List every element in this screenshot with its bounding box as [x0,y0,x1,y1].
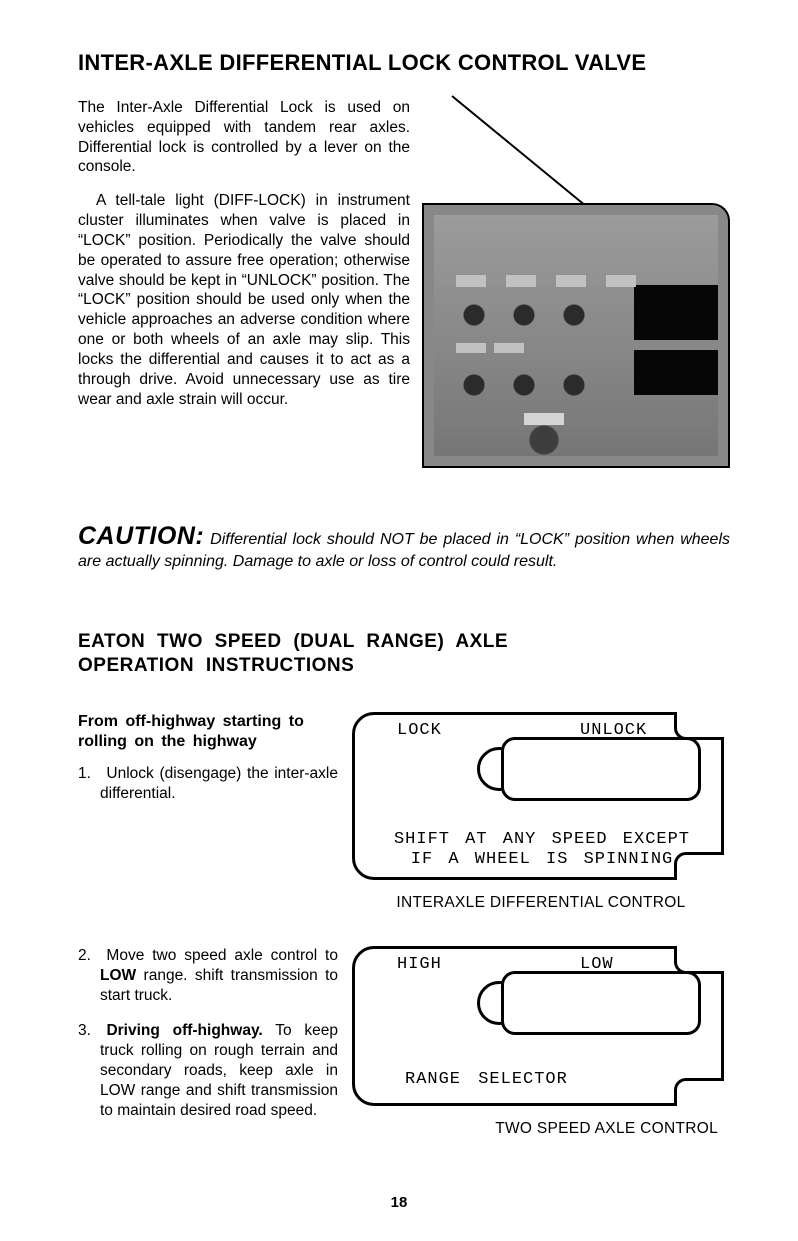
steps-list-a: 1. Unlock (disengage) the inter-axle dif… [78,764,338,804]
steps-list-b: 2. Move two speed axle control to LOW ra… [78,946,338,1121]
dash-photo-wrap [422,98,730,468]
switch1-line2: IF A WHEEL IS SPINNING [383,850,701,869]
switch2-line: RANGE SELECTOR [405,1070,568,1089]
step2-pre: 2. Move two speed axle control to [78,947,338,964]
caution-label: CAUTION: [78,522,204,550]
two-speed-axle-control-diagram: HIGH LOW RANGE SELECTOR [352,946,724,1106]
switch1-line1: SHIFT AT ANY SPEED EXCEPT [383,830,701,849]
step-2: 2. Move two speed axle control to LOW ra… [78,946,338,1005]
switch1-lever [501,737,701,801]
switch1-label-lock: LOCK [397,721,442,740]
switch2-label-high: HIGH [397,955,442,974]
step3-bold: Driving off-highway. [106,1022,262,1039]
left-col-1: From off-highway starting to rolling on … [78,712,338,912]
section-1: The Inter-Axle Differential Lock is used… [78,98,730,468]
dashboard-photo [422,203,730,468]
diagram2-cut-br [674,1078,724,1106]
section-2-title: EATON TWO SPEED (DUAL RANGE) AXLE OPERAT… [78,630,558,678]
dashboard-photo-inner [434,215,718,456]
page-title: INTER-AXLE DIFFERENTIAL LOCK CONTROL VAL… [78,50,730,76]
switch2-lever [501,971,701,1035]
diagram2-cut-tr [674,946,724,974]
paragraph-1: The Inter-Axle Differential Lock is used… [78,98,410,177]
left-col-2: 2. Move two speed axle control to LOW ra… [78,946,338,1138]
page-number: 18 [0,1194,798,1211]
row-step1-switch1: From off-highway starting to rolling on … [78,712,730,912]
interaxle-diff-control-diagram: LOCK UNLOCK SHIFT AT ANY SPEED EXCEPT IF… [352,712,724,880]
switch2-caption: TWO SPEED AXLE CONTROL [352,1120,730,1138]
diagram-cut-tr [674,712,724,740]
step-1: 1. Unlock (disengage) the inter-axle dif… [78,764,338,804]
step3-pre: 3. [78,1022,106,1039]
row-step23-switch2: 2. Move two speed axle control to LOW ra… [78,946,730,1138]
right-col-2: HIGH LOW RANGE SELECTOR TWO SPEED AXLE C… [352,946,730,1138]
paragraph-2: A tell-tale light (DIFF-LOCK) in instrum… [78,191,410,409]
switch1-caption: INTERAXLE DIFFERENTIAL CONTROL [352,894,730,912]
right-col-1: LOCK UNLOCK SHIFT AT ANY SPEED EXCEPT IF… [352,712,730,912]
caution-block: CAUTION: Differential lock should NOT be… [78,520,730,572]
step-3: 3. Driving off-highway. To keep truck ro… [78,1021,338,1120]
step2-bold: LOW [100,967,136,984]
subheading-1: From off-highway starting to rolling on … [78,712,338,752]
body-text-col: The Inter-Axle Differential Lock is used… [78,98,410,409]
step2-post: range. shift transmission to start truck… [100,967,338,1004]
